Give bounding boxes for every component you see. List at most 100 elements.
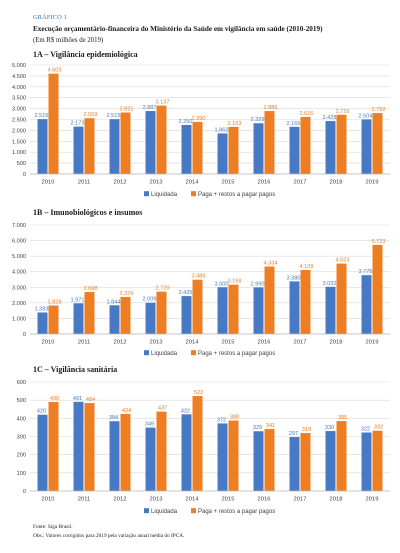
chart-1a-bar-paga-restos-a-pagar-pagos-2011 [84, 118, 95, 174]
chart-1b-data-label-liquidada-2019: 3.775 [359, 269, 373, 275]
chart-1a-y-tick-label: 2.500 [12, 118, 26, 124]
chart-1a-bar-liquidada-2014 [181, 124, 192, 174]
chart-1c-bar-liquidada-2011 [73, 401, 84, 491]
chart-1a-data-label-paga-restos-a-pagar-pagos-2012: 2.821 [120, 107, 134, 113]
chart-1a-y-tick-label: 4.000 [12, 85, 26, 91]
chart-1a-data-label-paga-restos-a-pagar-pagos-2011: 2.559 [84, 112, 98, 118]
chart-1c-bar-liquidada-2010 [37, 414, 48, 491]
chart-1a-data-label-liquidada-2016: 2.329 [251, 117, 265, 123]
chart-1b-bar-paga-restos-a-pagar-pagos-2011 [84, 291, 95, 334]
chart-1a-panel: 1A – Vigilância epidemiológica 0 500 1.000 1… [12, 50, 390, 198]
chart-1c-y-tick-label: 200 [17, 453, 26, 459]
chart-1c-x-tick-label: 2010 [42, 497, 55, 503]
chart-1a-bar-paga-restos-a-pagar-pagos-2013 [156, 105, 167, 174]
chart-1b-x-tick-label: 2015 [222, 340, 235, 346]
chart-1a-x-tick-label: 2018 [330, 180, 343, 186]
chart-1c-y-tick-label: 600 [17, 380, 26, 386]
chart-1b-data-label-paga-restos-a-pagar-pagos-2014: 3.489 [192, 274, 206, 280]
chart-1a-data-label-paga-restos-a-pagar-pagos-2015: 2.163 [228, 121, 242, 127]
chart-1c-data-label-liquidada-2018: 330 [325, 425, 334, 431]
chart-1b-panel: 1B – Imunobiológicos e insumos 0 1.000 2.00… [12, 208, 390, 357]
chart-1b-x-tick-label: 2019 [366, 340, 379, 346]
chart-1b-bar-paga-restos-a-pagar-pagos-2019 [372, 244, 383, 334]
chart-1a-data-label-paga-restos-a-pagar-pagos-2018: 2.716 [336, 109, 350, 115]
chart-1b-bar-paga-restos-a-pagar-pagos-2016 [264, 266, 275, 334]
figure-unit: (Em R$ milhões de 2019) [33, 37, 103, 44]
chart-1c-bar-liquidada-2015 [217, 423, 228, 491]
chart-1a-bar-paga-restos-a-pagar-pagos-2015 [228, 126, 239, 174]
chart-1a-data-label-paga-restos-a-pagar-pagos-2016: 2.886 [264, 105, 278, 111]
chart-1a-x-tick-label: 2017 [294, 180, 307, 186]
chart-1b-bar-liquidada-2018 [325, 286, 336, 334]
chart-1a-bar-liquidada-2016 [253, 123, 264, 174]
chart-1b-y-tick-label: 5.000 [12, 254, 26, 260]
chart-1c-bar-paga-restos-a-pagar-pagos-2011 [84, 403, 95, 491]
chart-1a-bar-liquidada-2012 [109, 119, 120, 174]
chart-1c-x-tick-label: 2013 [150, 497, 163, 503]
chart-1b-data-label-paga-restos-a-pagar-pagos-2010: 1.828 [48, 300, 62, 306]
chart-1b-legend-label-liquidada: Liquidada [151, 351, 178, 357]
chart-1b-bar-paga-restos-a-pagar-pagos-2018 [336, 263, 347, 334]
chart-1a-data-label-paga-restos-a-pagar-pagos-2014: 2.390 [192, 116, 206, 122]
chart-1a-bar-paga-restos-a-pagar-pagos-2014 [192, 121, 203, 174]
chart-1b-x-tick-label: 2011 [78, 340, 90, 346]
chart-1c-x-tick-label: 2014 [186, 497, 200, 503]
chart-1b-y-tick-label: 3.000 [12, 285, 26, 291]
chart-1b-data-label-liquidada-2010: 1.383 [35, 306, 49, 312]
chart-1a-data-label-paga-restos-a-pagar-pagos-2013: 3.137 [156, 100, 170, 106]
chart-1b-data-label-liquidada-2016: 2.990 [251, 281, 265, 287]
chart-1c-bar-paga-restos-a-pagar-pagos-2010 [48, 401, 59, 491]
footer-source: Fonte: Siga Brasil. [33, 524, 73, 530]
chart-1a-data-label-liquidada-2012: 2.515 [107, 113, 121, 119]
chart-1a-y-tick-label: 3.500 [12, 96, 26, 102]
chart-1a-y-tick-label: 4.500 [12, 74, 26, 80]
chart-1c-x-tick-label: 2015 [222, 497, 235, 503]
chart-1a-x-tick-label: 2016 [258, 180, 271, 186]
chart-1b-bar-liquidada-2017 [289, 281, 300, 334]
chart-1c-bar-paga-restos-a-pagar-pagos-2015 [228, 420, 239, 491]
chart-1b-data-label-liquidada-2017: 3.380 [287, 275, 301, 281]
chart-1a-x-tick-label: 2013 [150, 180, 163, 186]
chart-1a-data-label-liquidada-2015: 1.862 [215, 127, 229, 133]
chart-1a-y-tick-label: 2.000 [12, 128, 26, 134]
chart-1a-legend-swatch-paga-restos-a-pagar-pagos [191, 191, 196, 197]
chart-1c-legend-label-paga-restos-a-pagar-pagos: Paga + restos a pagar pagos [198, 509, 275, 515]
chart-1c-data-label-liquidada-2019: 322 [361, 427, 370, 433]
chart-1b-title: 1B – Imunobiológicos e insumos [33, 208, 142, 217]
chart-1a-bar-paga-restos-a-pagar-pagos-2019 [372, 113, 383, 174]
chart-1c-title: 1C – Vigilância sanitária [33, 365, 117, 374]
chart-1c-bar-paga-restos-a-pagar-pagos-2019 [372, 430, 383, 491]
chart-1b-data-label-paga-restos-a-pagar-pagos-2017: 4.109 [300, 264, 314, 270]
chart-1c-data-label-liquidada-2013: 349 [145, 422, 154, 428]
chart-1b-data-label-paga-restos-a-pagar-pagos-2015: 3.168 [228, 279, 242, 285]
chart-1c-legend-swatch-liquidada [144, 508, 149, 514]
chart-1c-data-label-paga-restos-a-pagar-pagos-2016: 341 [266, 423, 275, 429]
chart-1b-y-tick-label: 7.000 [12, 223, 26, 229]
chart-1c-data-label-paga-restos-a-pagar-pagos-2017: 319 [302, 427, 311, 433]
chart-1c-data-label-paga-restos-a-pagar-pagos-2015: 388 [230, 415, 239, 421]
chart-1a-bar-liquidada-2015 [217, 133, 228, 174]
chart-1a-bar-liquidada-2017 [289, 126, 300, 174]
chart-1c-data-label-paga-restos-a-pagar-pagos-2013: 437 [158, 406, 167, 412]
chart-1a-data-label-liquidada-2014: 2.250 [179, 119, 193, 125]
chart-1b-y-tick-label: 2.000 [12, 301, 26, 307]
chart-1c-data-label-paga-restos-a-pagar-pagos-2012: 424 [122, 408, 131, 414]
chart-1c-panel: 1C – Vigilância sanitária 0 100 200 300 400 50… [17, 365, 390, 515]
chart-1c-legend-swatch-paga-restos-a-pagar-pagos [191, 508, 196, 514]
chart-1a-data-label-paga-restos-a-pagar-pagos-2017: 2.616 [300, 111, 314, 117]
chart-1c-data-label-liquidada-2015: 372 [217, 417, 226, 423]
chart-1b-data-label-liquidada-2014: 2.435 [179, 290, 193, 296]
chart-1c-data-label-liquidada-2014: 422 [181, 408, 190, 414]
figure-title: Execução orçamentário-financeira do Mini… [33, 25, 323, 33]
chart-1b-data-label-paga-restos-a-pagar-pagos-2019: 5.723 [372, 239, 386, 245]
chart-1c-data-label-paga-restos-a-pagar-pagos-2010: 490 [50, 396, 59, 402]
chart-1c-x-tick-label: 2018 [330, 497, 343, 503]
chart-1a-title: 1A – Vigilância epidemiológica [33, 50, 138, 59]
chart-1b-legend-swatch-liquidada [144, 350, 149, 356]
chart-1a-legend-swatch-liquidada [144, 191, 149, 197]
chart-1b-bar-liquidada-2013 [145, 302, 156, 334]
chart-1c-bar-paga-restos-a-pagar-pagos-2016 [264, 429, 275, 491]
chart-1c-legend-label-liquidada: Liquidada [151, 509, 178, 515]
chart-1b-y-tick-label: 1.000 [12, 316, 26, 322]
